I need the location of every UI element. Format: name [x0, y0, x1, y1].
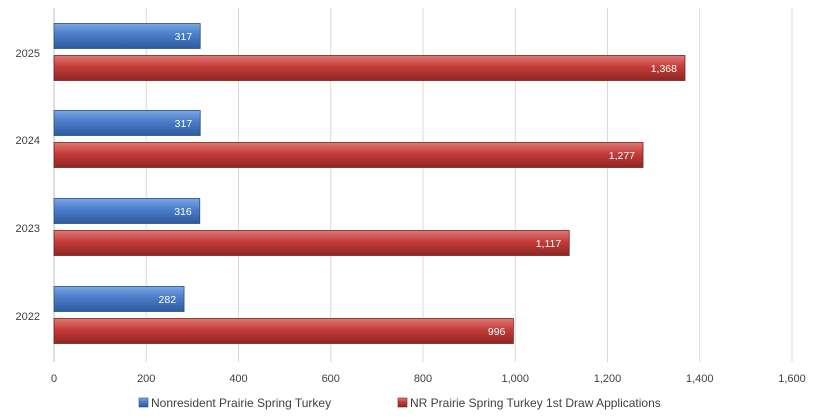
y-tick-label: 2024	[16, 135, 40, 147]
x-tick-label: 400	[229, 373, 247, 385]
x-tick-label: 1,000	[501, 373, 529, 385]
legend: Nonresident Prairie Spring Turkey NR Prai…	[138, 396, 661, 410]
y-tick-label: 2023	[16, 223, 40, 235]
y-tick-label: 2025	[16, 48, 40, 60]
y-tick-label: 2022	[16, 311, 40, 323]
x-tick-label: 1,600	[778, 373, 806, 385]
bar-nonresident	[53, 110, 201, 136]
bar-nonresident	[53, 286, 185, 312]
data-label: 316	[174, 206, 192, 218]
x-tick-label: 1,200	[594, 373, 622, 385]
bar-applications	[53, 230, 570, 256]
x-tick-label: 800	[414, 373, 432, 385]
legend-label: Nonresident Prairie Spring Turkey	[151, 396, 331, 410]
bar-applications	[53, 318, 514, 344]
legend-label: NR Prairie Spring Turkey 1st Draw Applic…	[410, 396, 661, 410]
bar-nonresident	[53, 23, 201, 49]
bar-nonresident	[53, 198, 201, 224]
data-label: 996	[488, 326, 506, 338]
bars	[53, 23, 686, 344]
bar-applications	[53, 142, 644, 168]
data-label: 317	[175, 118, 193, 130]
data-label: 317	[175, 31, 193, 43]
x-tick-label: 600	[322, 373, 340, 385]
data-labels: 317 1,368 317 1,277 316 1,117 282 996	[159, 31, 678, 338]
y-axis-tick-labels: 2025 2024 2023 2022	[16, 48, 40, 323]
x-tick-label: 0	[51, 373, 57, 385]
data-label: 1,117	[536, 238, 562, 250]
data-label: 282	[159, 294, 177, 306]
data-label: 1,368	[651, 63, 677, 75]
bar-applications	[53, 55, 686, 81]
x-tick-label: 200	[137, 373, 155, 385]
legend-swatch	[138, 397, 149, 408]
legend-swatch	[397, 397, 408, 408]
x-axis-tick-labels: 0 200 400 600 800 1,000 1,200 1,400 1,600	[51, 373, 806, 385]
x-tick-label: 1,400	[686, 373, 714, 385]
data-label: 1,277	[609, 150, 635, 162]
